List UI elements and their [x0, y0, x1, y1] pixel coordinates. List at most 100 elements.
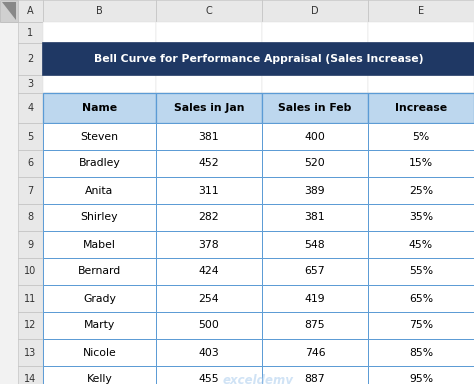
Bar — [18, 75, 43, 93]
Bar — [156, 339, 262, 366]
Bar — [156, 366, 262, 384]
Bar — [368, 150, 474, 177]
Bar — [368, 177, 474, 204]
Bar — [43, 177, 156, 204]
Bar — [368, 258, 474, 285]
Bar — [368, 22, 474, 43]
Bar — [368, 0, 474, 22]
Bar — [368, 312, 474, 339]
Bar — [156, 150, 262, 177]
Bar — [368, 339, 474, 366]
Bar — [43, 123, 156, 150]
Bar — [43, 22, 156, 43]
Text: 9: 9 — [27, 240, 34, 250]
Bar — [156, 22, 262, 43]
Text: Nicole: Nicole — [82, 348, 117, 358]
Bar — [262, 312, 368, 339]
Bar — [368, 75, 474, 93]
Bar — [43, 93, 156, 123]
Bar — [18, 366, 43, 384]
Text: Marty: Marty — [84, 321, 115, 331]
Bar — [43, 204, 156, 231]
Text: 657: 657 — [305, 266, 325, 276]
Bar — [262, 366, 368, 384]
Bar — [43, 0, 156, 22]
Bar — [43, 285, 156, 312]
Bar — [262, 22, 368, 43]
Text: 4: 4 — [27, 103, 34, 113]
Bar — [43, 312, 156, 339]
Text: 887: 887 — [305, 374, 325, 384]
Bar — [262, 177, 368, 204]
Text: 5%: 5% — [412, 131, 429, 141]
Bar — [262, 177, 368, 204]
Bar — [156, 231, 262, 258]
Text: 746: 746 — [305, 348, 325, 358]
Bar — [43, 339, 156, 366]
Text: Sales in Jan: Sales in Jan — [174, 103, 244, 113]
Bar — [156, 258, 262, 285]
Bar — [368, 285, 474, 312]
Bar — [262, 285, 368, 312]
Bar — [18, 43, 43, 75]
Bar — [368, 339, 474, 366]
Bar — [156, 285, 262, 312]
Bar — [43, 123, 156, 150]
Text: 455: 455 — [199, 374, 219, 384]
Bar — [18, 339, 43, 366]
Text: 500: 500 — [199, 321, 219, 331]
Bar — [43, 312, 156, 339]
Text: 65%: 65% — [409, 293, 433, 303]
Bar — [156, 312, 262, 339]
Bar — [262, 0, 368, 22]
Bar — [43, 204, 156, 231]
Text: 13: 13 — [24, 348, 36, 358]
Bar — [156, 150, 262, 177]
Text: 875: 875 — [305, 321, 325, 331]
Text: 14: 14 — [24, 374, 36, 384]
Bar — [262, 339, 368, 366]
Bar — [156, 93, 262, 123]
Bar — [368, 93, 474, 123]
Text: 55%: 55% — [409, 266, 433, 276]
Bar — [368, 43, 474, 75]
Bar — [262, 312, 368, 339]
Text: 25%: 25% — [409, 185, 433, 195]
Bar — [262, 231, 368, 258]
Bar — [156, 366, 262, 384]
Text: 381: 381 — [305, 212, 325, 222]
Text: 95%: 95% — [409, 374, 433, 384]
Bar — [156, 93, 262, 123]
Bar — [18, 204, 43, 231]
Bar — [262, 123, 368, 150]
Text: 400: 400 — [305, 131, 326, 141]
Polygon shape — [2, 2, 16, 20]
Bar — [262, 123, 368, 150]
Text: Name: Name — [82, 103, 117, 113]
Bar — [368, 150, 474, 177]
Bar — [368, 123, 474, 150]
Text: E: E — [418, 6, 424, 16]
Bar — [262, 93, 368, 123]
Bar — [262, 43, 368, 75]
Bar — [18, 93, 43, 123]
Bar — [368, 312, 474, 339]
Text: 520: 520 — [305, 159, 325, 169]
Text: 282: 282 — [199, 212, 219, 222]
Bar — [43, 75, 156, 93]
Bar — [368, 177, 474, 204]
Bar — [43, 258, 156, 285]
Text: 15%: 15% — [409, 159, 433, 169]
Text: 8: 8 — [27, 212, 34, 222]
Bar — [368, 258, 474, 285]
Text: 419: 419 — [305, 293, 325, 303]
Bar — [368, 93, 474, 123]
Bar — [156, 75, 262, 93]
Bar — [18, 285, 43, 312]
Text: Increase: Increase — [395, 103, 447, 113]
Text: 5: 5 — [27, 131, 34, 141]
Text: Bell Curve for Performance Appraisal (Sales Increase): Bell Curve for Performance Appraisal (Sa… — [94, 54, 423, 64]
Bar — [156, 285, 262, 312]
Bar — [262, 258, 368, 285]
Bar — [368, 366, 474, 384]
